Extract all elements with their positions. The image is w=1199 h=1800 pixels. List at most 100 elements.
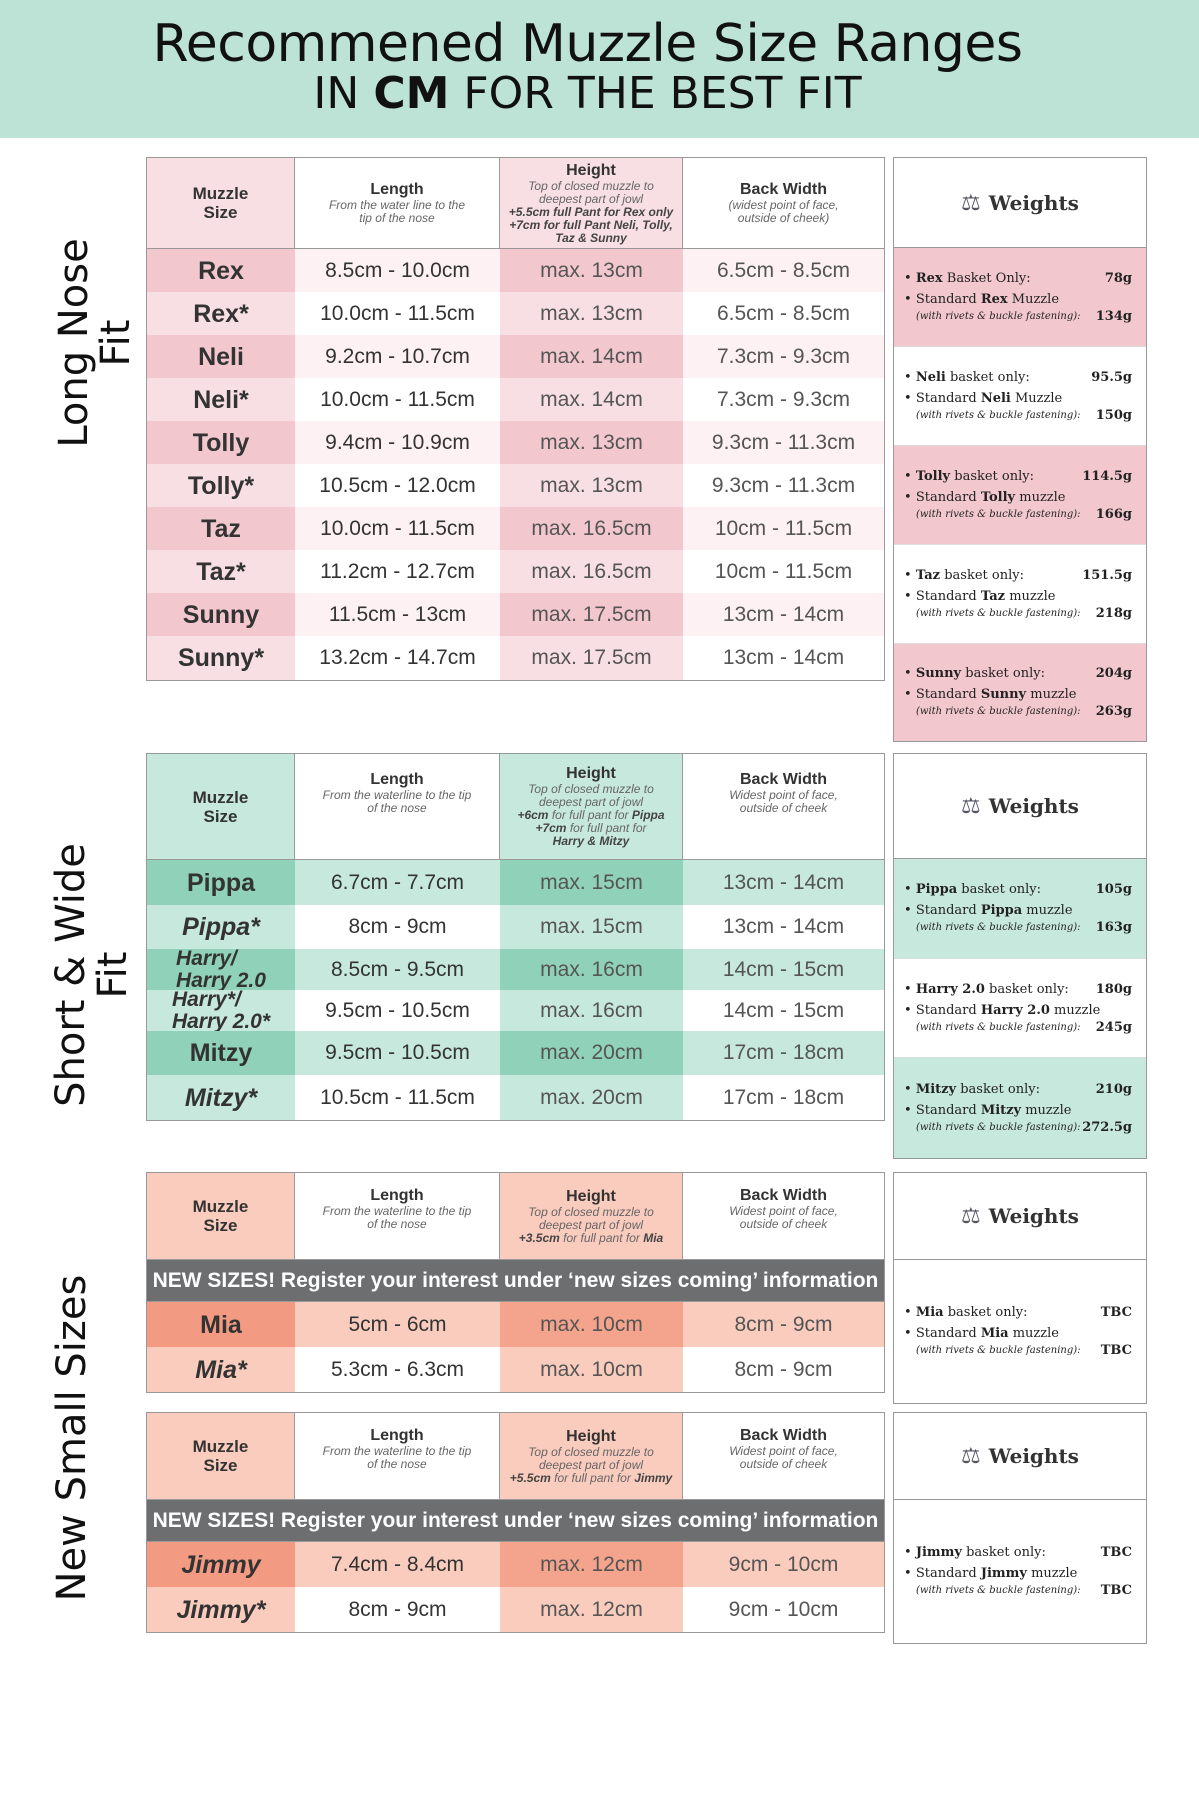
- table-row: Taz* 11.2cm - 12.7cm max. 16.5cm 10cm - 11.…: [147, 550, 884, 593]
- height-cell: max. 12cm: [500, 1587, 683, 1632]
- length-cell-value: 11.5cm - 13cm: [328, 602, 467, 626]
- weight-block: • Rex Basket Only: 78g • Standard Rex Muzz…: [894, 248, 1146, 347]
- long-nose-table: Muzzle Size Length From the water line to…: [146, 157, 885, 681]
- basket-label: • Sunny basket only:: [904, 666, 1045, 681]
- height-cell: max. 16cm: [500, 990, 683, 1031]
- new-sizes-banner[interactable]: NEW SIZES! Register your interest under …: [147, 1260, 884, 1302]
- table-row: Mitzy 9.5cm - 10.5cm max. 20cm 17cm - 18cm: [147, 1031, 884, 1075]
- height-cell-value: max. 10cm: [540, 1312, 643, 1336]
- size-name: Jimmy*: [176, 1595, 266, 1624]
- basket-suffix: basket only:: [950, 468, 1034, 484]
- standard-suffix: Muzzle: [1007, 291, 1060, 307]
- size-name-cell: Jimmy: [147, 1542, 295, 1587]
- standard-name: Neli: [980, 390, 1011, 406]
- size-name: Harry*/Harry 2.0*: [172, 988, 270, 1033]
- size-name: Taz*: [196, 557, 246, 586]
- height-label: Height: [566, 1427, 616, 1445]
- table-row: Neli* 10.0cm - 11.5cm max. 14cm 7.3cm - 9.3…: [147, 378, 884, 421]
- back-width-cell-value: 17cm - 18cm: [722, 1085, 845, 1109]
- height-label: Height: [566, 765, 616, 782]
- basket-label: • Mitzy basket only:: [904, 1081, 1040, 1097]
- back-width-header: Back Width Widest point of face, outside …: [683, 1173, 884, 1259]
- standard-suffix: muzzle: [1026, 1566, 1078, 1581]
- height-label: Height: [566, 161, 616, 179]
- height-sub: Top of closed muzzle to deepest part of …: [528, 782, 654, 809]
- length-cell: 7.4cm - 8.4cm: [295, 1542, 500, 1587]
- size-name: Sunny: [182, 600, 260, 629]
- basket-name: Pippa: [915, 882, 958, 897]
- size-name-line1: Harry/: [176, 946, 237, 970]
- size-name: Sunny*: [177, 644, 265, 672]
- standard-prefix: Standard: [915, 1326, 981, 1341]
- height-cell-value: max. 20cm: [540, 1085, 643, 1109]
- height-cell: max. 17.5cm: [500, 636, 683, 680]
- basket-name: Neli: [915, 369, 946, 385]
- standard-name: Tolly: [980, 489, 1016, 505]
- table-header-row: Muzzle Size Length From the waterline to …: [147, 1413, 884, 1500]
- length-cell: 6.7cm - 7.7cm: [295, 860, 500, 905]
- table-row: Jimmy 7.4cm - 8.4cm max. 12cm 9cm - 10cm: [147, 1542, 884, 1587]
- weight-block: • Mitzy basket only: 210g • Standard Mitzy…: [894, 1058, 1146, 1158]
- pant-amount-2: +7cm: [535, 821, 567, 835]
- basket-name: Mia: [915, 1305, 944, 1320]
- back-width-cell-value: 8cm - 9cm: [734, 1357, 833, 1381]
- weight-block: • Harry 2.0 basket only: 180g • Standard H…: [894, 959, 1146, 1058]
- size-name-cell: Neli: [147, 335, 295, 378]
- muzzle-size-label: Muzzle Size: [192, 1437, 249, 1475]
- height-cell: max. 12cm: [500, 1542, 683, 1587]
- standard-suffix: muzzle: [1005, 588, 1056, 604]
- table-row: Pippa* 8cm - 9cm max. 15cm 13cm - 14cm: [147, 905, 884, 949]
- new-sizes-banner[interactable]: NEW SIZES! Register your interest under …: [147, 1500, 884, 1542]
- basket-suffix: basket only:: [956, 1081, 1040, 1097]
- length-label: Length: [370, 181, 424, 198]
- height-pant-note: +5.5cm full Pant for Rex only +7cm for f…: [508, 204, 674, 245]
- jimmy-weights: ⚖ Weights • Jimmy basket only: TBC • Standa…: [893, 1412, 1147, 1644]
- fastening-note: (with rivets & buckle fastening):: [916, 706, 1081, 717]
- fastening-note: (with rivets & buckle fastening):: [916, 1121, 1081, 1133]
- back-width-cell: 6.5cm - 8.5cm: [683, 292, 884, 335]
- muzzle-size-header: Muzzle Size: [147, 1413, 295, 1499]
- standard-weight: 272.5g: [1082, 1119, 1132, 1135]
- section-label-line2: Fit: [90, 951, 136, 999]
- size-name: Rex: [198, 256, 244, 285]
- back-width-cell: 9cm - 10cm: [683, 1542, 884, 1587]
- back-width-sub: Widest point of face, outside of cheek: [729, 1444, 838, 1471]
- scale-icon: ⚖: [961, 1203, 981, 1228]
- height-cell: max. 20cm: [500, 1075, 683, 1120]
- standard-weight-line: (with rivets & buckle fastening): 245g: [904, 1019, 1132, 1036]
- size-name: Neli*: [193, 385, 249, 414]
- height-pant-note: +6cm for full pant for Pippa +7cm for ful…: [506, 809, 676, 848]
- height-cell-value: max. 16.5cm: [531, 559, 652, 583]
- height-cell: max. 10cm: [500, 1302, 683, 1347]
- basket-name: Sunny: [915, 666, 962, 681]
- table-row: Sunny* 13.2cm - 14.7cm max. 17.5cm 13cm - 1…: [147, 636, 884, 680]
- table-row: Pippa 6.7cm - 7.7cm max. 15cm 13cm - 14cm: [147, 860, 884, 905]
- basket-weight-line: • Mia basket only: TBC: [904, 1304, 1132, 1321]
- length-label: Length: [370, 1187, 424, 1204]
- back-width-label: Back Width: [740, 1187, 827, 1204]
- standard-label-line: • Standard Neli Muzzle: [904, 390, 1132, 407]
- basket-weight: 78g: [1104, 270, 1132, 286]
- standard-prefix: Standard: [915, 903, 981, 918]
- basket-label: • Taz basket only:: [904, 567, 1024, 583]
- size-name-cell: Mitzy: [147, 1031, 295, 1075]
- basket-suffix: basket only:: [957, 882, 1042, 897]
- back-width-cell-value: 13cm - 14cm: [722, 602, 845, 626]
- height-cell-value: max. 12cm: [540, 1552, 643, 1576]
- basket-label: • Pippa basket only:: [904, 882, 1042, 897]
- basket-weight: 114.5g: [1082, 468, 1132, 484]
- standard-suffix: muzzle: [1015, 489, 1066, 505]
- height-cell-value: max. 16cm: [540, 957, 643, 981]
- standard-label: • Standard Taz muzzle: [904, 588, 1056, 604]
- height-cell-value: max. 20cm: [540, 1041, 643, 1064]
- mia-rows: Mia 5cm - 6cm max. 10cm 8cm - 9cm Mia* 5.3cm …: [147, 1302, 884, 1392]
- height-cell: max. 16cm: [500, 949, 683, 990]
- basket-name: Tolly: [915, 468, 951, 484]
- size-name: Jimmy: [181, 1550, 261, 1579]
- basket-name: Mitzy: [915, 1081, 957, 1097]
- height-cell-value: max. 15cm: [540, 870, 643, 894]
- height-pant-note: +3.5cm for full pant for Mia: [519, 1231, 663, 1245]
- mia-table: Muzzle Size Length From the waterline to …: [146, 1172, 885, 1393]
- height-cell: max. 16.5cm: [500, 550, 683, 593]
- basket-label: • Jimmy basket only:: [904, 1545, 1046, 1560]
